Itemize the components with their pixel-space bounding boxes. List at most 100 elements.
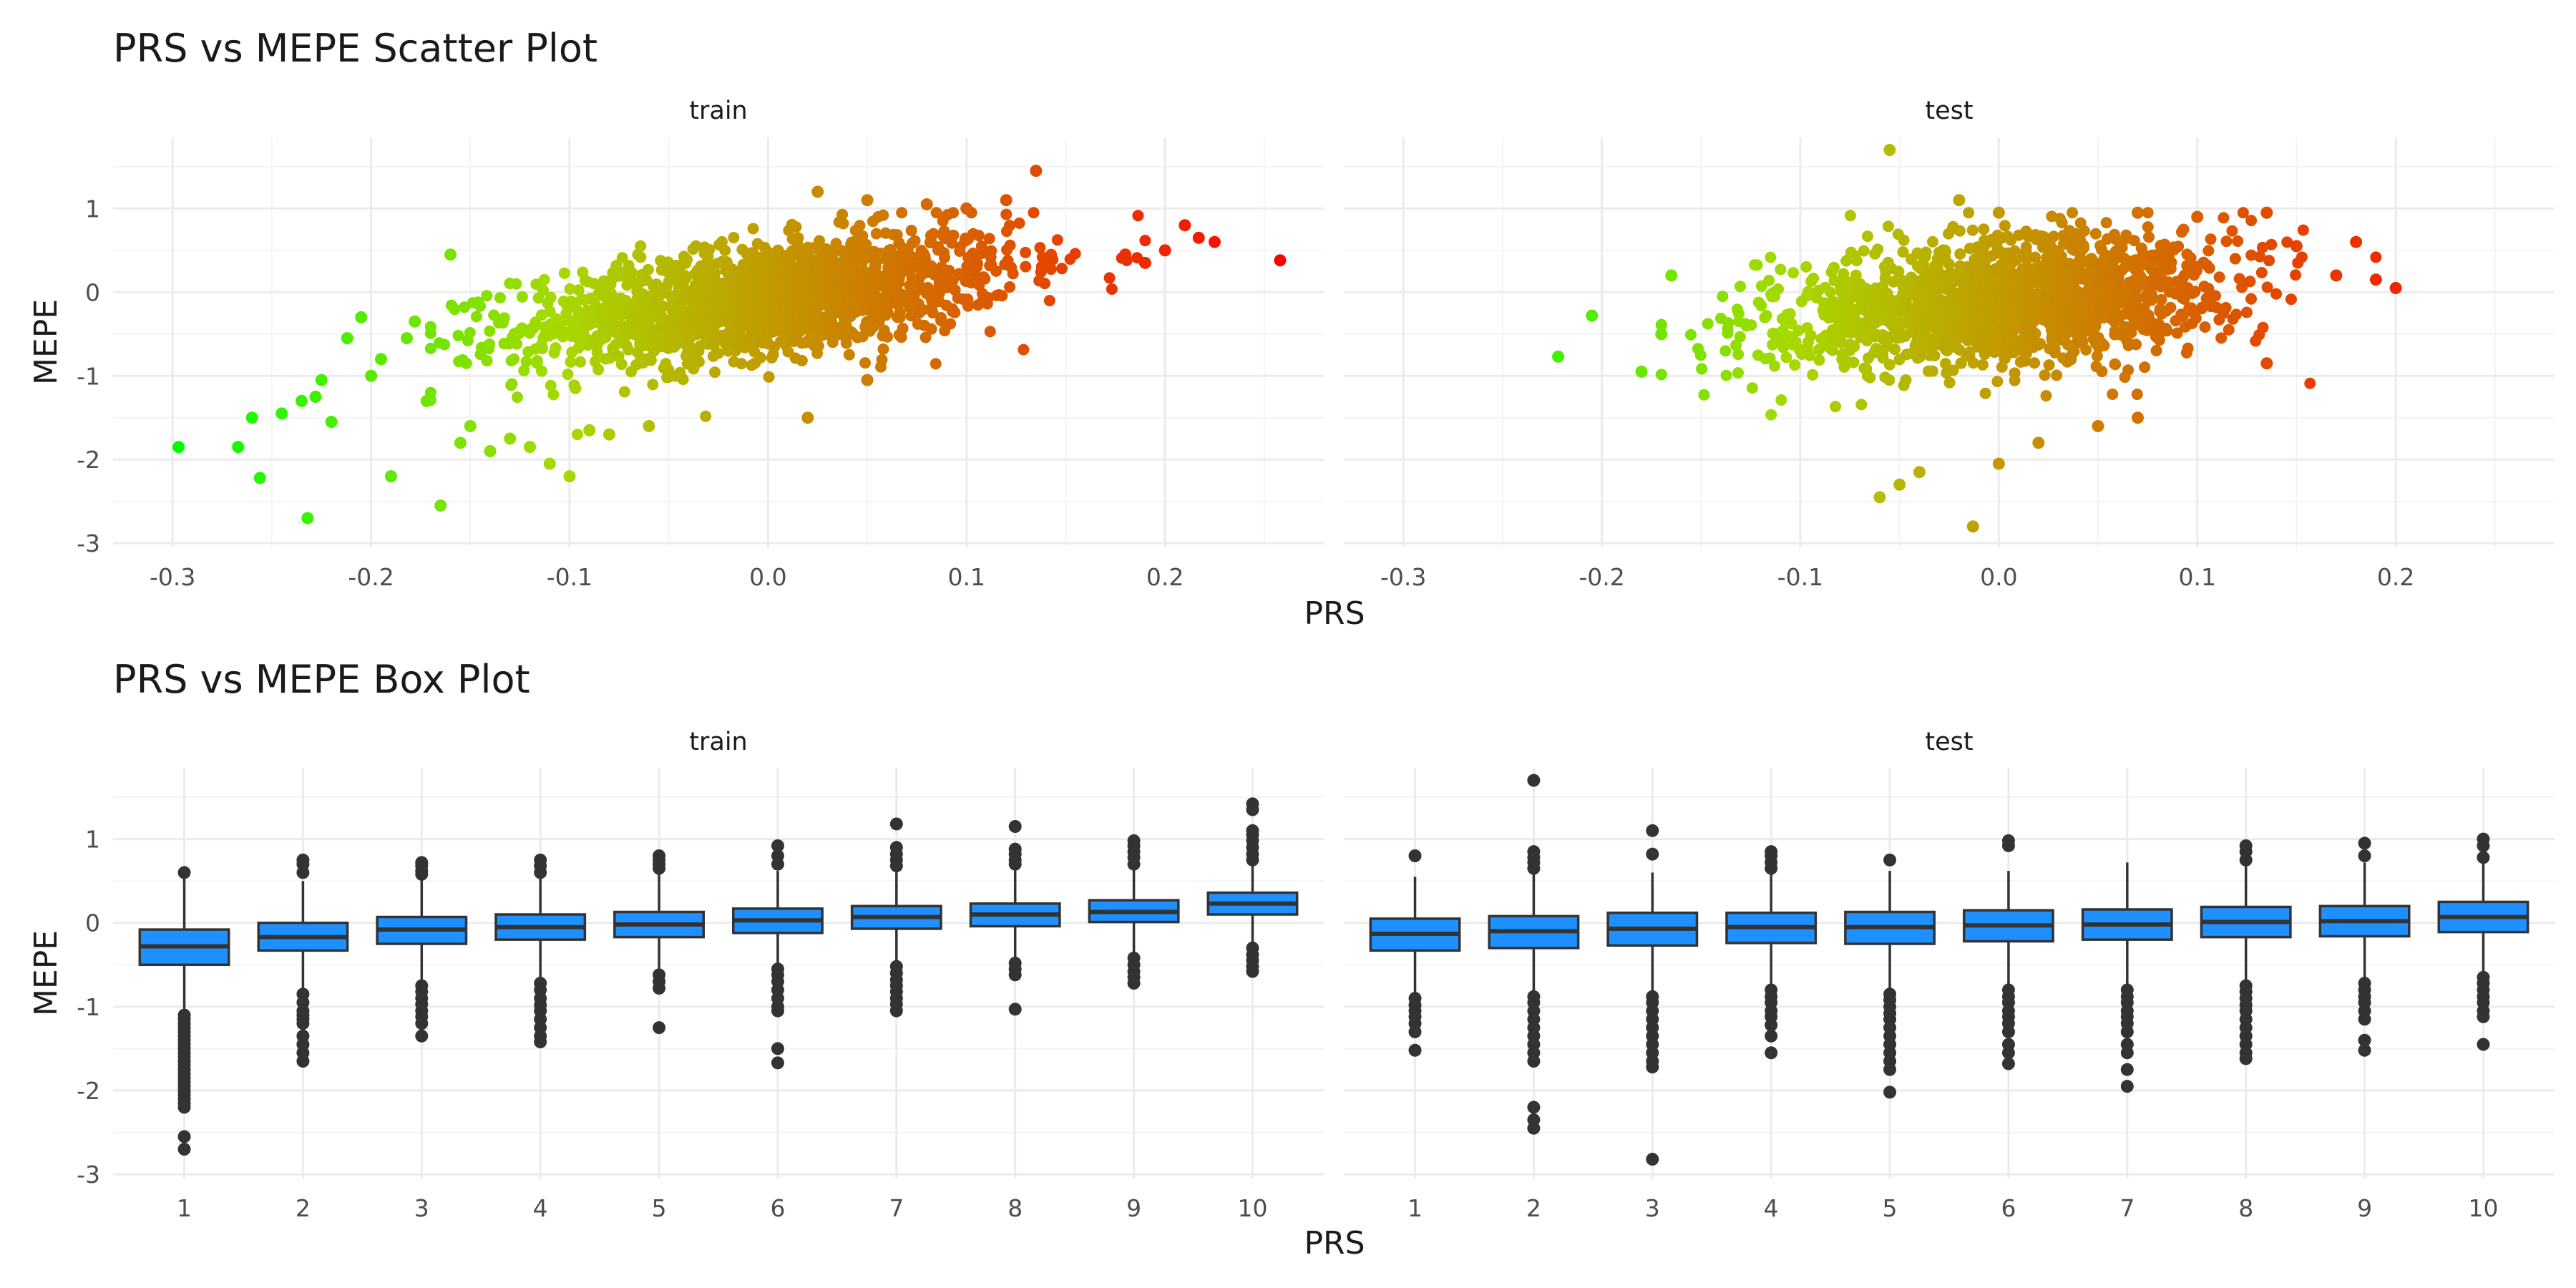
scatter-point xyxy=(933,287,945,299)
scatter-point xyxy=(1732,367,1745,379)
scatter-point xyxy=(620,339,633,351)
scatter-point xyxy=(570,302,582,314)
scatter-point xyxy=(1883,374,1896,386)
box-outlier xyxy=(771,1056,784,1070)
scatter-facet-label-test: test xyxy=(1925,97,1973,125)
box-outlier xyxy=(2239,853,2253,867)
scatter-point xyxy=(2036,241,2049,253)
scatter-point xyxy=(1914,286,1926,298)
scatter-point xyxy=(647,379,659,391)
scatter-point xyxy=(2186,317,2198,329)
box-train-9 xyxy=(1088,834,1180,990)
scatter-point xyxy=(752,286,764,298)
scatter-point xyxy=(1745,319,1757,331)
scatter-point xyxy=(526,322,538,334)
scatter-point xyxy=(917,247,930,259)
scatter-point xyxy=(799,263,811,275)
box-outlier xyxy=(1646,1153,1659,1166)
scatter-point xyxy=(1717,291,1729,303)
scatter-point xyxy=(1056,263,1068,275)
scatter-point xyxy=(1119,248,1132,261)
scatter-x-tick-label: -0.1 xyxy=(547,563,592,591)
scatter-point xyxy=(1877,348,1889,360)
scatter-point xyxy=(1926,321,1938,333)
scatter-point xyxy=(904,302,917,314)
scatter-point xyxy=(1158,244,1171,257)
scatter-point xyxy=(2029,251,2041,263)
box-x-tick-label: 5 xyxy=(652,1194,667,1222)
scatter-point xyxy=(1966,224,1979,236)
scatter-point xyxy=(930,358,942,370)
box-outlier xyxy=(2358,1043,2371,1057)
scatter-point xyxy=(2020,225,2032,238)
box-outlier xyxy=(2358,1033,2371,1047)
scatter-point xyxy=(444,248,457,261)
scatter-point xyxy=(2029,357,2041,369)
box-outlier xyxy=(889,859,903,873)
scatter-point xyxy=(1828,261,1840,273)
scatter-point xyxy=(733,316,745,328)
scatter-point xyxy=(842,311,854,323)
scatter-point xyxy=(1813,343,1825,356)
box-outlier xyxy=(296,866,310,879)
scatter-point xyxy=(2330,269,2343,282)
scatter-point xyxy=(1976,358,1989,371)
scatter-point xyxy=(1869,248,1881,260)
scatter-point xyxy=(505,379,517,391)
scatter-point xyxy=(2202,283,2215,295)
scatter-point xyxy=(2215,332,2228,344)
scatter-point xyxy=(1855,399,1868,411)
scatter-point xyxy=(565,316,577,328)
scatter-point xyxy=(1020,260,1032,273)
scatter-point xyxy=(1692,343,1704,355)
scatter-point xyxy=(900,253,912,265)
box-train-6 xyxy=(731,839,824,1070)
box-test-4 xyxy=(1725,845,1818,1060)
box-outlier xyxy=(177,1143,191,1156)
scatter-point xyxy=(786,218,798,230)
scatter-point xyxy=(558,267,570,279)
scatter-point xyxy=(2126,281,2138,293)
scatter-point xyxy=(678,273,690,286)
scatter-point xyxy=(1823,312,1835,324)
scatter-point xyxy=(296,394,308,407)
box-x-tick-label: 2 xyxy=(296,1194,311,1222)
box-facet-label-train: train xyxy=(689,728,747,756)
scatter-point xyxy=(1878,298,1890,310)
scatter-point xyxy=(1179,219,1191,232)
scatter-point xyxy=(1139,235,1151,247)
scatter-point xyxy=(516,291,528,303)
scatter-point xyxy=(726,271,738,283)
scatter-point xyxy=(676,315,688,327)
scatter-point xyxy=(927,228,940,240)
scatter-point xyxy=(929,269,941,281)
scatter-point xyxy=(464,419,477,432)
scatter-point xyxy=(1850,269,1862,281)
scatter-point xyxy=(1920,246,1932,258)
scatter-point xyxy=(384,470,397,483)
scatter-point xyxy=(2213,271,2225,283)
scatter-point xyxy=(1974,262,1986,274)
scatter-point xyxy=(861,374,874,386)
scatter-point xyxy=(1893,478,1906,491)
scatter-point xyxy=(2116,264,2128,276)
scatter-point xyxy=(1998,261,2010,273)
scatter-point xyxy=(1903,282,1916,294)
scatter-point xyxy=(2155,239,2167,251)
scatter-point xyxy=(2043,317,2055,329)
scatter-panel-test: test -0.3 -0.2 -0.1 0.0 0.1 0.2 xyxy=(1344,97,2555,591)
box-outlier xyxy=(771,1042,784,1055)
scatter-point xyxy=(2129,291,2142,303)
box-test-8 xyxy=(2200,839,2292,1065)
scatter-point xyxy=(1764,352,1776,364)
box-test-10 xyxy=(2437,832,2529,1051)
scatter-point xyxy=(1991,376,2004,388)
box-test-6 xyxy=(1962,834,2054,1070)
scatter-point xyxy=(2256,241,2268,253)
scatter-point xyxy=(2006,326,2019,338)
scatter-point xyxy=(1909,339,1921,351)
scatter-point xyxy=(932,241,945,253)
scatter-point xyxy=(1018,343,1030,356)
scatter-point xyxy=(736,358,748,370)
